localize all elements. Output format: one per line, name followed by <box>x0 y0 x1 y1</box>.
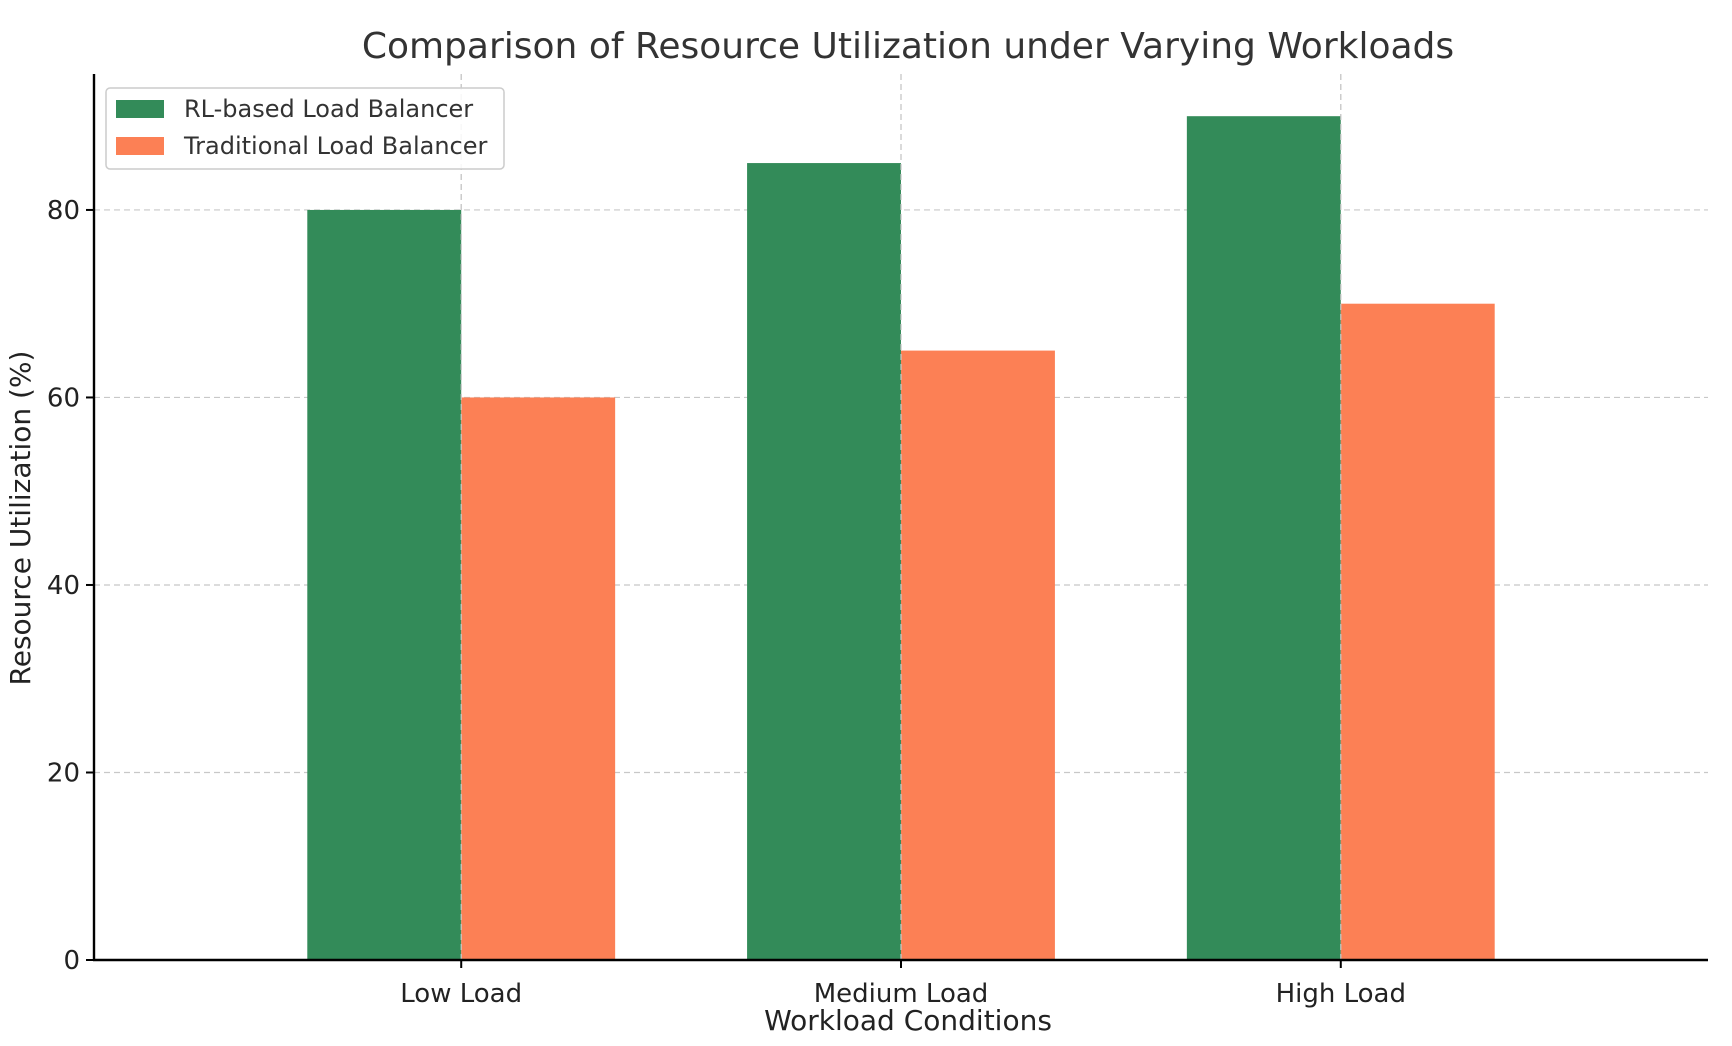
y-tick-label: 0 <box>63 946 80 976</box>
y-tick-label: 60 <box>47 383 80 413</box>
legend-frame <box>105 87 505 170</box>
x-tick-label: Low Load <box>400 979 522 1009</box>
bar-rl-1 <box>747 163 901 960</box>
bar-traditional-2 <box>1340 303 1495 960</box>
bars <box>307 74 1495 960</box>
legend-swatch-traditional <box>116 137 164 155</box>
y-tick-label: 40 <box>47 571 80 601</box>
legend: RL-based Load Balancer Traditional Load … <box>105 87 505 170</box>
legend-label-traditional: Traditional Load Balancer <box>183 132 488 160</box>
y-tick-label: 20 <box>47 758 80 788</box>
legend-swatch-rl <box>116 100 164 118</box>
y-tick-label: 80 <box>47 196 80 226</box>
legend-label-rl: RL-based Load Balancer <box>184 95 473 123</box>
bar-traditional-1 <box>901 350 1055 960</box>
bar-traditional-0 <box>461 397 616 960</box>
x-axis-label: Workload Conditions <box>764 1004 1052 1037</box>
bar-rl-0 <box>307 209 462 960</box>
x-tick-label: Medium Load <box>814 979 989 1009</box>
axes: 0 20 40 60 80 Low Load Medium Load High Load <box>47 74 1708 1009</box>
x-tick-label: High Load <box>1276 979 1406 1009</box>
chart-title: Comparison of Resource Utilization under… <box>362 26 1454 67</box>
y-axis-label: Resource Utilization (%) <box>4 351 37 686</box>
bar-rl-2 <box>1186 116 1341 960</box>
